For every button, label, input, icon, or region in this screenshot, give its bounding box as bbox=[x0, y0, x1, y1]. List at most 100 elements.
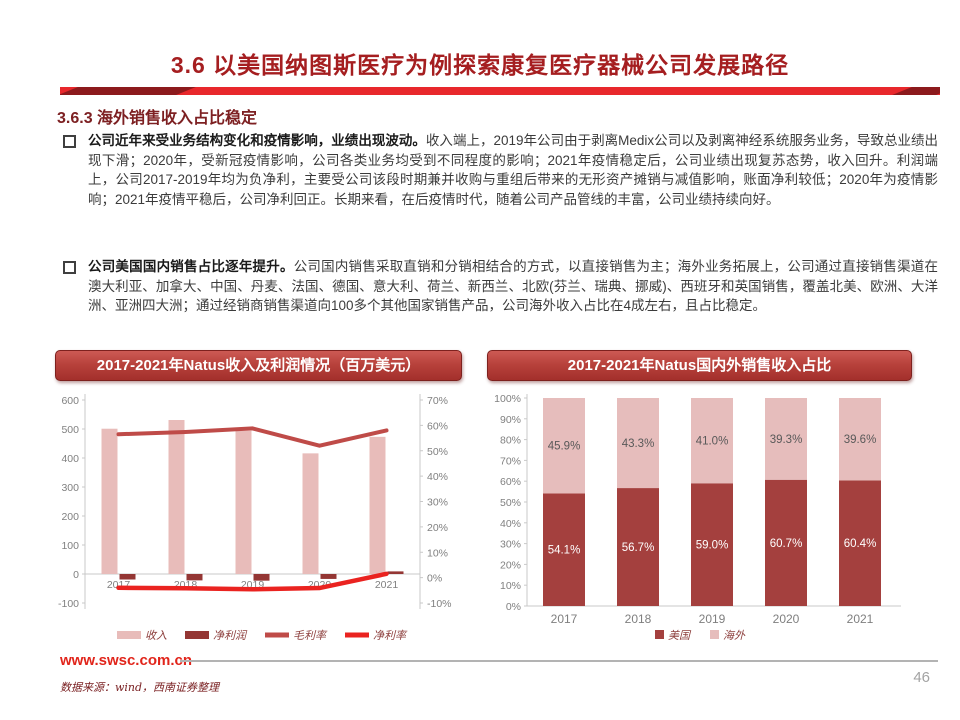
data-source-note: 数据来源：wind，西南证券整理 bbox=[60, 681, 220, 694]
page-title: 3.6 以美国纳图斯医疗为例探索康复医疗器械公司发展路径 bbox=[170, 52, 790, 78]
left-axis-tick-label: -100 bbox=[58, 598, 79, 610]
legend-label: 毛利率 bbox=[293, 629, 328, 642]
legend-swatch-净利率 bbox=[345, 632, 369, 638]
y-axis-tick-label: 0% bbox=[506, 601, 521, 613]
legend-swatch-净利润 bbox=[185, 631, 209, 639]
right-chart-title-banner: 2017-2021年Natus国内外销售收入占比 bbox=[487, 350, 912, 381]
overseas-share-label: 43.3% bbox=[622, 438, 655, 450]
bar-us-2020 bbox=[765, 479, 807, 606]
legend-label: 美国 bbox=[668, 629, 692, 642]
footer-divider bbox=[180, 660, 938, 662]
bar-us-2021 bbox=[839, 480, 881, 606]
paragraph-lead: 公司近年来受业务结构变化和疫情影响，业绩出现波动。 bbox=[88, 133, 426, 148]
bar-overseas-2021 bbox=[839, 398, 881, 481]
square-bullet-icon bbox=[63, 261, 76, 274]
right-axis-tick-label: 20% bbox=[427, 522, 448, 534]
x-axis-label: 2018 bbox=[625, 612, 652, 626]
right-axis-tick-label: 30% bbox=[427, 497, 448, 509]
legend-label: 净利率 bbox=[373, 629, 408, 642]
legend-label: 收入 bbox=[145, 629, 167, 642]
net-margin-line bbox=[116, 571, 389, 592]
bar-us-2017 bbox=[543, 493, 585, 606]
footer-website-link[interactable]: www.swsc.com.cn bbox=[60, 652, 192, 669]
bar-us-2018 bbox=[617, 488, 659, 606]
right-axis-tick-label: 70% bbox=[427, 395, 448, 407]
left-axis-tick-label: 600 bbox=[61, 395, 79, 407]
overseas-share-label: 45.9% bbox=[548, 441, 581, 453]
bar-revenue-2020 bbox=[302, 453, 319, 574]
overseas-share-label: 41.0% bbox=[696, 436, 729, 448]
overseas-share-label: 39.6% bbox=[844, 434, 877, 446]
right-axis-tick-label: 0% bbox=[427, 573, 442, 585]
us-share-label: 56.7% bbox=[622, 542, 655, 554]
overseas-share-label: 39.3% bbox=[770, 434, 803, 446]
legend-label: 海外 bbox=[723, 629, 746, 642]
y-axis-tick-label: 60% bbox=[500, 476, 521, 488]
paragraph-business-fluctuation: 公司近年来受业务结构变化和疫情影响，业绩出现波动。收入端上，2019年公司由于剥… bbox=[60, 131, 938, 209]
revenue-profit-combo-chart: 600 500 400 300 200 100 0 -100 70% 60% 50% 40% 30% 20… bbox=[58, 394, 452, 642]
legend-swatch-收入 bbox=[117, 631, 141, 639]
x-axis-label: 2017 bbox=[551, 612, 578, 626]
bar-revenue-2019 bbox=[235, 430, 252, 574]
x-axis-label: 2021 bbox=[847, 612, 874, 626]
y-axis-tick-label: 20% bbox=[500, 559, 521, 571]
paragraph-lead: 公司美国国内销售占比逐年提升。 bbox=[88, 259, 294, 274]
bar-overseas-2017 bbox=[543, 398, 585, 494]
bar-us-2019 bbox=[691, 483, 733, 606]
legend-swatch-海外 bbox=[710, 630, 719, 639]
section-heading: 3.6.3 海外销售收入占比稳定 bbox=[57, 110, 258, 127]
square-bullet-icon bbox=[63, 135, 76, 148]
y-axis-tick-label: 30% bbox=[500, 539, 521, 551]
bar-overseas-2020 bbox=[765, 398, 807, 480]
right-axis-tick-label: 40% bbox=[427, 471, 448, 483]
divider-accent-left bbox=[60, 87, 196, 95]
y-axis-tick-label: 50% bbox=[500, 497, 521, 509]
bar-net-profit-2018 bbox=[186, 574, 203, 581]
page-number: 46 bbox=[913, 669, 930, 686]
bar-net-profit-2019 bbox=[253, 574, 270, 581]
left-axis-tick-label: 300 bbox=[61, 482, 79, 494]
right-axis-tick-label: 10% bbox=[427, 547, 448, 559]
legend-swatch-美国 bbox=[655, 630, 664, 639]
y-axis-tick-label: 10% bbox=[500, 580, 521, 592]
us-share-label: 60.7% bbox=[770, 538, 803, 550]
left-axis-tick-label: 0 bbox=[73, 569, 79, 581]
us-share-label: 54.1% bbox=[548, 545, 581, 557]
legend-swatch-毛利率 bbox=[265, 632, 289, 638]
us-share-label: 60.4% bbox=[844, 538, 877, 550]
y-axis-tick-label: 90% bbox=[500, 414, 521, 426]
bar-revenue-2018 bbox=[168, 420, 185, 574]
bar-revenue-2017 bbox=[101, 428, 118, 574]
left-axis-tick-label: 200 bbox=[61, 511, 79, 523]
right-axis-tick-label: 60% bbox=[427, 420, 448, 432]
y-axis-tick-label: 70% bbox=[500, 455, 521, 467]
x-axis-label: 2021 bbox=[375, 579, 399, 591]
left-axis-tick-label: 500 bbox=[61, 424, 79, 436]
bar-net-profit-2017 bbox=[119, 574, 136, 580]
x-axis-label: 2020 bbox=[773, 612, 800, 626]
left-chart-title-banner: 2017-2021年Natus收入及利润情况（百万美元） bbox=[55, 350, 462, 381]
paragraph-domestic-sales: 公司美国国内销售占比逐年提升。公司国内销售采取直销和分销相结合的方式，以直接销售… bbox=[60, 257, 938, 316]
paragraph-body: 公司国内销售采取直销和分销相结合的方式，以直接销售为主；海外业务拓展上，公司通过… bbox=[88, 259, 939, 313]
left-axis-tick-label: 400 bbox=[61, 453, 79, 465]
bar-net-profit-2021 bbox=[387, 571, 404, 574]
legend-label: 净利润 bbox=[213, 629, 248, 642]
paragraph-body: 收入端上，2019年公司由于剥离Medix公司以及剥离神经系统服务业务，导致总业… bbox=[88, 133, 938, 207]
y-axis-tick-label: 40% bbox=[500, 518, 521, 530]
gross-margin-line bbox=[116, 426, 389, 448]
domestic-overseas-stacked-chart: 0% 10% 20% 30% 40% 50% 60% 70% 80% 90% 100% 54.1% 45… bbox=[494, 393, 901, 642]
bar-overseas-2019 bbox=[691, 398, 733, 484]
us-share-label: 59.0% bbox=[696, 540, 729, 552]
right-axis-tick-label: 50% bbox=[427, 446, 448, 458]
x-axis-label: 2019 bbox=[699, 612, 726, 626]
bar-net-profit-2020 bbox=[320, 574, 337, 579]
y-axis-tick-label: 100% bbox=[494, 393, 521, 405]
y-axis-tick-label: 80% bbox=[500, 435, 521, 447]
bar-revenue-2021 bbox=[369, 436, 386, 574]
left-axis-tick-label: 100 bbox=[61, 540, 79, 552]
divider-accent-right bbox=[892, 87, 940, 95]
right-axis-tick-label: -10% bbox=[427, 598, 452, 610]
title-divider bbox=[60, 87, 940, 95]
bar-overseas-2018 bbox=[617, 398, 659, 489]
